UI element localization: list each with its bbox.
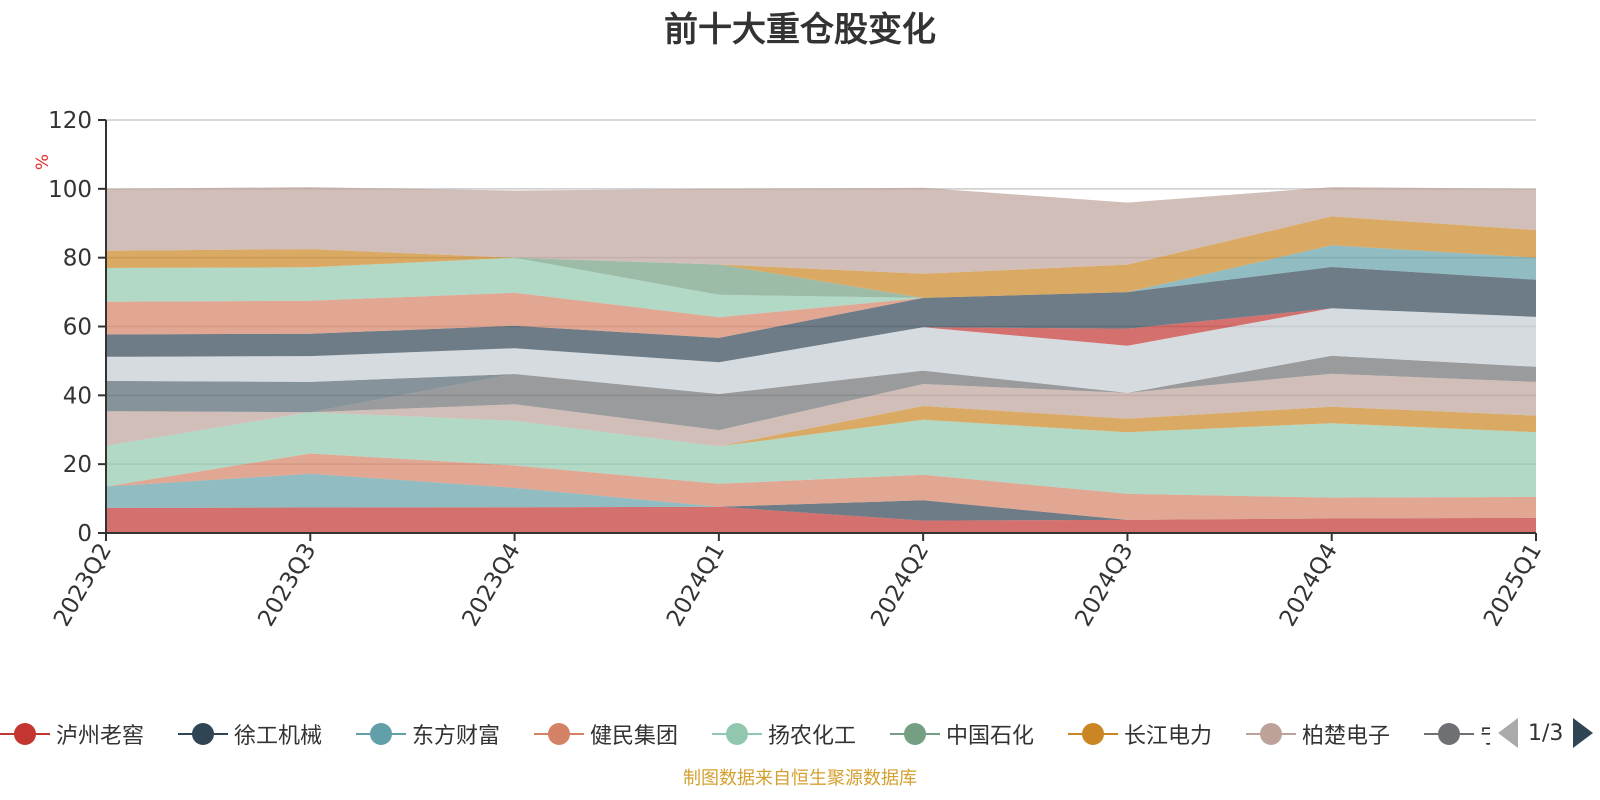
area-series [106, 216, 1536, 298]
legend-label: 泸州老窖 [56, 724, 145, 749]
legend-marker-icon [1246, 719, 1296, 749]
legend-marker-icon [1424, 719, 1474, 749]
area-series [106, 267, 1536, 338]
legend-prev-page-icon[interactable] [1498, 718, 1518, 748]
area-series [106, 245, 1536, 298]
area-series [106, 257, 1536, 298]
x-tick-label: 2024Q2 [866, 539, 934, 631]
legend-marker-icon [178, 719, 228, 749]
area-series [106, 308, 1536, 394]
legend-page-indicator: 1/3 [1528, 720, 1564, 746]
area-series [106, 373, 1536, 447]
legend-label: 徐工机械 [234, 724, 323, 749]
legend-label: 宁德时代 [1480, 718, 1490, 750]
x-tick-label: 2024Q3 [1070, 539, 1138, 631]
x-tick-label: 2023Q3 [253, 539, 321, 631]
legend-item[interactable]: 东方财富 [356, 712, 500, 756]
y-tick-label: 100 [48, 177, 92, 203]
area-series [106, 412, 1536, 498]
legend-item[interactable]: 徐工机械 [178, 712, 322, 756]
y-tick-label: 20 [63, 452, 92, 478]
stacked-areas [106, 187, 1536, 533]
legend-item[interactable]: 中国石化 [890, 712, 1034, 756]
legend-item[interactable]: 柏楚电子 [1246, 712, 1390, 756]
legend-item[interactable]: 扬农化工 [712, 712, 856, 756]
area-series [106, 355, 1536, 413]
legend-item[interactable]: 宁德时代 [1424, 712, 1490, 756]
area-series [106, 453, 1536, 520]
area-chart: 0 20 40 60 80 100 120% 2023Q2 2023Q3 2023Q4 2024Q1… [33, 108, 1547, 631]
legend-marker-icon [534, 719, 584, 749]
legend-item[interactable]: 长江电力 [1068, 712, 1212, 756]
legend-marker-icon [356, 719, 406, 749]
area-series [106, 257, 1536, 318]
x-tick-label: 2025Q1 [1479, 539, 1547, 631]
legend-label: 长江电力 [1124, 724, 1213, 749]
area-series [106, 473, 1536, 520]
chart-title: 前十大重仓股变化 [664, 10, 936, 50]
legend-label: 东方财富 [412, 724, 501, 749]
legend-marker-icon [712, 719, 762, 749]
legend-next-page-icon[interactable] [1573, 718, 1594, 748]
x-tick-label: 2024Q4 [1275, 539, 1343, 631]
area-series [106, 355, 1536, 431]
x-tick-label: 2024Q1 [662, 539, 730, 631]
area-series [106, 267, 1536, 363]
y-tick-label: 120 [48, 108, 92, 134]
legend-item[interactable]: 泸州老窖 [0, 712, 144, 756]
y-tick-label: 60 [63, 315, 92, 341]
y-tick-label: 80 [63, 246, 92, 272]
legend-label: 中国石化 [946, 724, 1035, 749]
legend-label: 柏楚电子 [1302, 724, 1391, 749]
legend-marker-icon [1068, 719, 1118, 749]
legend-label: 扬农化工 [768, 724, 857, 749]
legend-item[interactable]: 健民集团 [534, 712, 678, 756]
legend-pager: 1/3 [1498, 716, 1594, 750]
x-tick-label: 2023Q4 [458, 539, 526, 631]
area-series [106, 500, 1536, 521]
y-tick-label: 0 [77, 521, 92, 547]
y-axis-label: % [33, 154, 53, 170]
x-tick-label: 2023Q2 [49, 539, 117, 631]
y-tick-label: 40 [63, 383, 92, 409]
legend-marker-icon [0, 719, 50, 749]
legend-marker-icon [890, 719, 940, 749]
area-series [106, 187, 1536, 274]
legend: 泸州老窖 徐工机械 东方财富 健民集团 扬农化工 中国石化 长江电力 柏楚电子 宁德时代 [0, 712, 1490, 756]
legend-label: 健民集团 [590, 724, 679, 749]
source-note: 制图数据来自恒生聚源数据库 [683, 768, 917, 789]
area-series [106, 506, 1536, 533]
